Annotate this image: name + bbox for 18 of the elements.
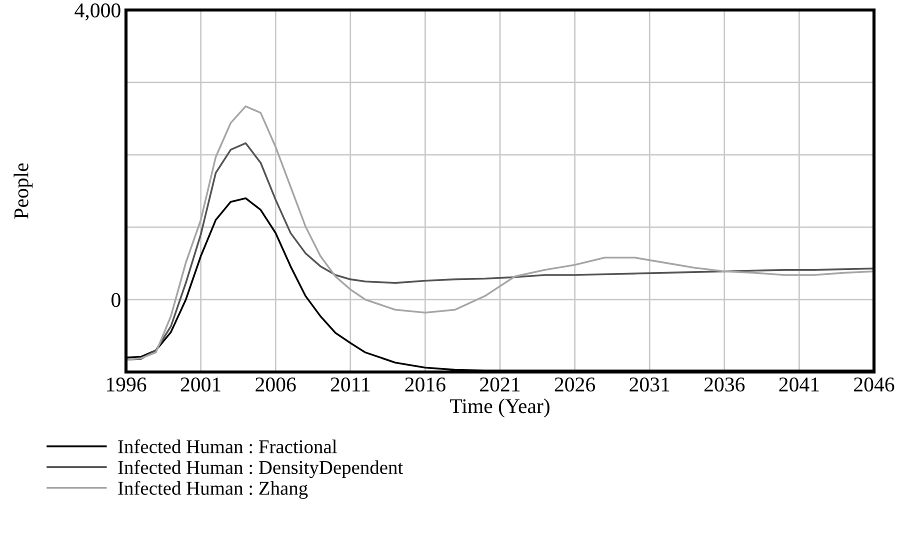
x-tick-label: 2026 [554,377,596,392]
legend-label: Infected Human : Zhang [118,480,308,499]
x-tick-label: 2016 [405,377,446,392]
x-tick-label: 2046 [854,377,894,392]
legend-label: Infected Human : DensityDependent [118,460,404,478]
y-tick-label: 4,000 [74,3,120,20]
x-tick-label: 2041 [779,377,819,392]
x-tick-label: 2031 [630,377,670,392]
x-tick-label: 1996 [107,378,146,392]
x-axis-title: Time (Year) [450,398,550,418]
x-tick-label: 2006 [256,377,296,392]
y-tick-label: 0 [112,292,120,308]
y-axis-title: People [14,163,33,219]
x-tick-label: 2036 [704,377,745,392]
legend-label: Infected Human : Fractional [118,439,337,454]
x-tick-label: 2021 [480,377,520,392]
x-tick-label: 2001 [180,377,220,392]
x-tick-label: 2011 [330,377,370,392]
